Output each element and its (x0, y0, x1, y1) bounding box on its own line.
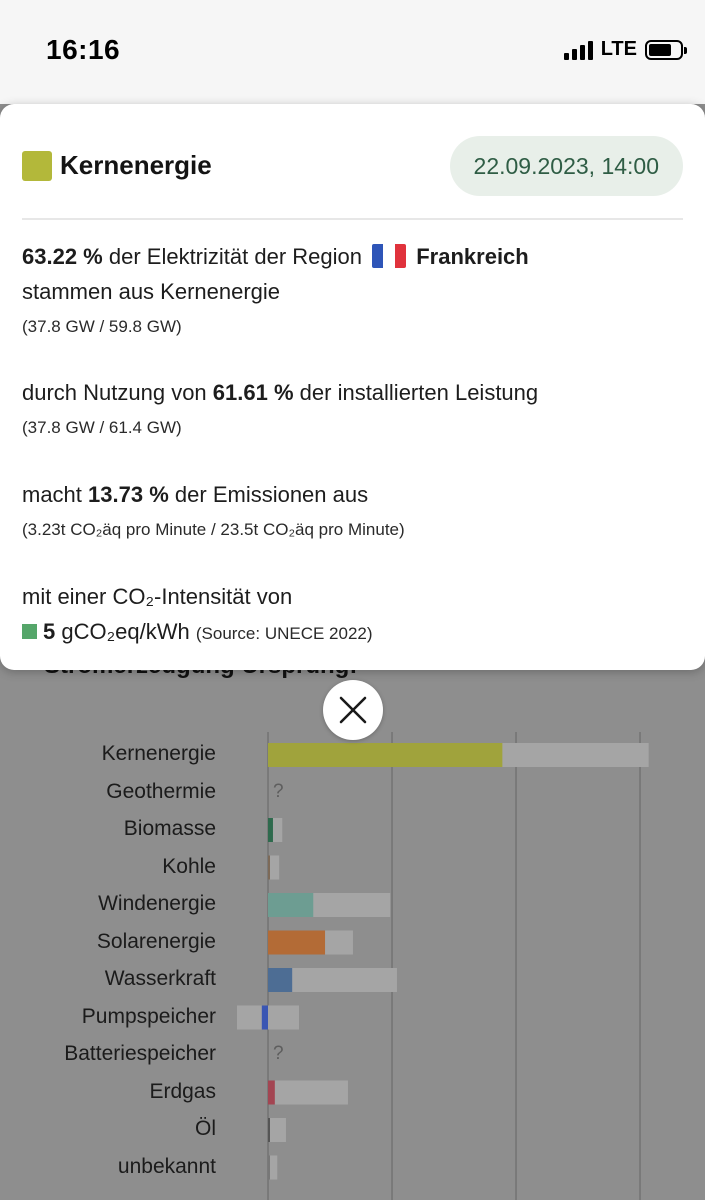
category-label[interactable]: Biomasse (123, 817, 216, 840)
france-flag-icon (372, 244, 407, 268)
unknown-marker: ? (273, 1043, 284, 1064)
share-detail: (37.8 GW / 59.8 GW) (22, 317, 182, 336)
share-line-2: stammen aus Kernenergie (22, 279, 281, 304)
capacity-bar[interactable] (268, 855, 280, 880)
production-bar[interactable] (268, 818, 273, 842)
category-label[interactable]: Wasserkraft (104, 967, 216, 990)
region-name[interactable]: Frankreich (416, 244, 529, 269)
intensity-line: mit einer CO₂-Intensität von (22, 584, 293, 609)
intensity-value-line: 5 gCO₂eq/kWh (Source: UNECE 2022) (22, 619, 373, 645)
production-bar[interactable] (261, 1005, 268, 1030)
share-line: 63.22 % der Elektrizität der Region Fran… (22, 244, 529, 270)
production-bar[interactable] (268, 1080, 275, 1105)
category-label[interactable]: Geothermie (106, 779, 216, 803)
category-label[interactable]: Öl (195, 1117, 216, 1140)
category-label[interactable]: Pumpspeicher (81, 1004, 216, 1028)
category-label[interactable]: Solarenergie (96, 929, 216, 953)
category-label[interactable]: unbekannt (117, 1154, 216, 1178)
production-bar[interactable] (268, 1155, 270, 1180)
source-color-swatch (22, 151, 52, 181)
detail-popup: Kernenergie 22.09.2023, 14:00 63.22 % de… (0, 104, 705, 670)
share-percent: 63.22 % (22, 244, 103, 269)
production-bar[interactable] (268, 743, 503, 767)
share-text: der Elektrizität der Region (108, 244, 362, 269)
production-bar[interactable] (268, 893, 314, 917)
network-type: LTE (600, 38, 637, 60)
category-label[interactable]: Kernenergie (101, 742, 216, 765)
usage-line: durch Nutzung von 61.61 % der installier… (22, 380, 538, 406)
chart-svg (237, 732, 649, 1200)
intensity-value: 5 (43, 619, 56, 644)
category-label[interactable]: Batteriespeicher (64, 1042, 216, 1065)
divider (22, 218, 683, 220)
popup-header: Kernenergie 22.09.2023, 14:00 (22, 136, 683, 200)
production-bar[interactable] (268, 968, 293, 992)
generation-chart: 0 GW20 GW40 GW60 GWKernenergieGeothermie… (0, 104, 705, 1200)
close-button[interactable] (323, 680, 383, 740)
status-icons: LTE (563, 38, 687, 61)
status-bar: 16:16 LTE (0, 0, 705, 104)
capacity-bar[interactable] (268, 1155, 278, 1180)
popup-title: Kernenergie (60, 150, 212, 180)
emission-prefix: macht (22, 482, 82, 507)
production-bar[interactable] (268, 855, 270, 880)
intensity-unit: gCO₂eq/kWh (61, 619, 190, 644)
usage-detail: (37.8 GW / 61.4 GW) (22, 418, 182, 437)
clock: 16:16 (46, 34, 121, 65)
datetime-badge[interactable]: 22.09.2023, 14:00 (449, 136, 683, 196)
unknown-marker: ? (273, 780, 284, 802)
usage-suffix: der installierten Leistung (299, 380, 539, 405)
category-label[interactable]: Kohle (162, 854, 216, 878)
emission-percent: 13.73 % (88, 482, 169, 507)
production-bar[interactable] (268, 1118, 270, 1142)
cellular-signal-icon (563, 40, 593, 60)
intensity-color-swatch (22, 624, 37, 639)
intensity-source: (Source: UNECE 2022) (195, 624, 373, 643)
usage-percent: 61.61 % (212, 380, 294, 405)
battery-icon (645, 39, 687, 60)
emission-suffix: der Emissionen aus (174, 482, 369, 507)
capacity-bar[interactable] (268, 1080, 348, 1105)
emission-detail: (3.23t CO₂äq pro Minute / 23.5t CO₂äq pr… (22, 520, 405, 539)
usage-prefix: durch Nutzung von (22, 380, 207, 405)
production-bar[interactable] (268, 930, 326, 955)
emission-line: macht 13.73 % der Emissionen aus (22, 482, 368, 508)
category-label[interactable]: Windenergie (98, 892, 216, 915)
close-icon (339, 696, 367, 724)
capacity-bar[interactable] (268, 1118, 286, 1142)
category-label[interactable]: Erdgas (149, 1079, 216, 1103)
